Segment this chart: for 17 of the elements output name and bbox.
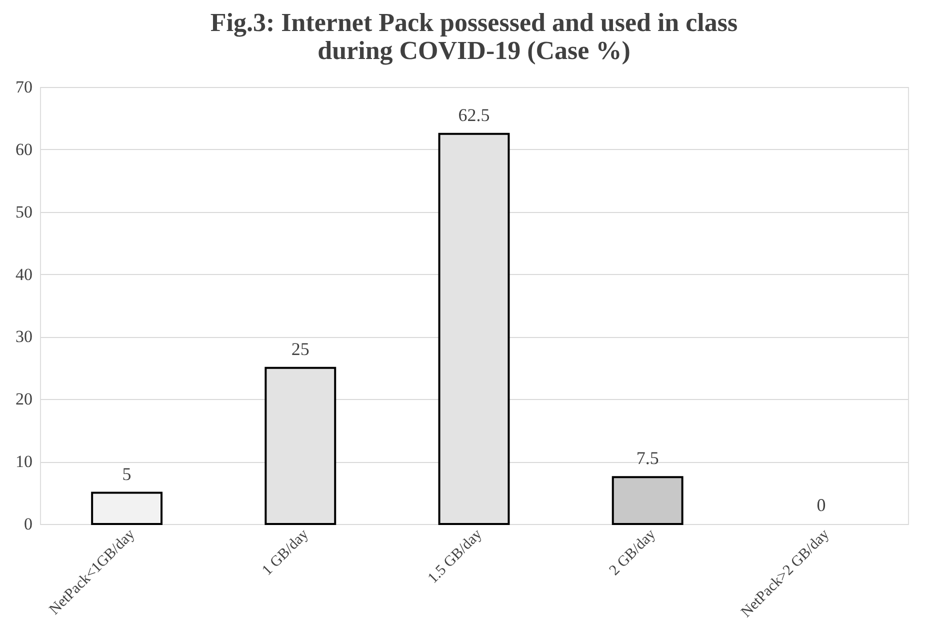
y-tick-label: 50	[16, 202, 32, 222]
y-tick-label: 0	[24, 514, 32, 534]
y-tick-label: 20	[16, 390, 32, 409]
text: Fig.3: Internet Pack possessed and used in class	[210, 8, 738, 37]
y-tick-label: 10	[16, 452, 32, 472]
data-label: 0	[816, 495, 826, 515]
y-tick-label: 60	[16, 140, 32, 159]
y-tick-label: 30	[16, 327, 32, 346]
y-tick-label: 70	[16, 78, 32, 96]
bar	[91, 492, 163, 525]
data-label: 7.5	[636, 448, 659, 468]
bar	[612, 476, 684, 525]
data-label: 5	[122, 464, 132, 484]
data-label: 62.5	[458, 104, 490, 125]
text: during COVID-19 (Case %)	[318, 36, 630, 65]
data-label: 25	[291, 338, 310, 359]
y-tick-label: 40	[16, 264, 32, 284]
